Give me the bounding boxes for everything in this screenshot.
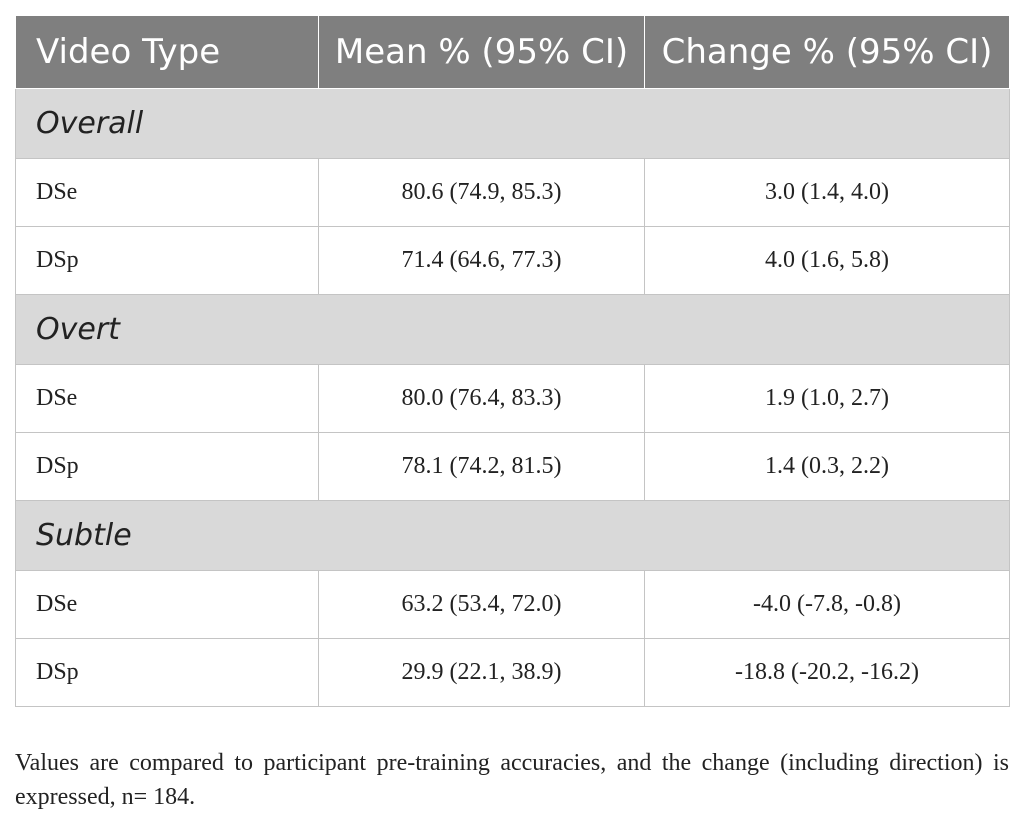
mean-cell: 71.4 (64.6, 77.3)	[318, 226, 645, 295]
section-label: Subtle	[15, 500, 1010, 571]
table-row: DSp 29.9 (22.1, 38.9) -18.8 (-20.2, -16.…	[15, 638, 1010, 707]
mean-cell: 80.0 (76.4, 83.3)	[318, 364, 645, 433]
section-row-overt: Overt	[15, 294, 1010, 365]
header-video-type: Video Type	[15, 15, 319, 89]
section-label: Overt	[15, 294, 1010, 365]
mean-cell: 63.2 (53.4, 72.0)	[318, 570, 645, 639]
video-type-cell: DSe	[15, 158, 319, 227]
header-row: Video Type Mean % (95% CI) Change % (95%…	[15, 15, 1010, 89]
table-row: DSp 78.1 (74.2, 81.5) 1.4 (0.3, 2.2)	[15, 432, 1010, 501]
section-label: Overall	[15, 88, 1010, 159]
header-mean: Mean % (95% CI)	[318, 15, 645, 89]
change-cell: -18.8 (-20.2, -16.2)	[644, 638, 1010, 707]
results-table: Video Type Mean % (95% CI) Change % (95%…	[15, 15, 1010, 707]
mean-cell: 29.9 (22.1, 38.9)	[318, 638, 645, 707]
table-footnote: Values are compared to participant pre-t…	[15, 750, 1009, 810]
change-cell: 1.4 (0.3, 2.2)	[644, 432, 1010, 501]
section-row-overall: Overall	[15, 88, 1010, 159]
results-table-container: Video Type Mean % (95% CI) Change % (95%…	[15, 15, 1010, 707]
change-cell: 1.9 (1.0, 2.7)	[644, 364, 1010, 433]
mean-cell: 78.1 (74.2, 81.5)	[318, 432, 645, 501]
header-change: Change % (95% CI)	[644, 15, 1010, 89]
mean-cell: 80.6 (74.9, 85.3)	[318, 158, 645, 227]
video-type-cell: DSp	[15, 432, 319, 501]
table-row: DSe 63.2 (53.4, 72.0) -4.0 (-7.8, -0.8)	[15, 570, 1010, 639]
section-row-subtle: Subtle	[15, 500, 1010, 571]
video-type-cell: DSe	[15, 570, 319, 639]
change-cell: 3.0 (1.4, 4.0)	[644, 158, 1010, 227]
table-row: DSe 80.0 (76.4, 83.3) 1.9 (1.0, 2.7)	[15, 364, 1010, 433]
video-type-cell: DSp	[15, 638, 319, 707]
table-row: DSp 71.4 (64.6, 77.3) 4.0 (1.6, 5.8)	[15, 226, 1010, 295]
video-type-cell: DSe	[15, 364, 319, 433]
table-row: DSe 80.6 (74.9, 85.3) 3.0 (1.4, 4.0)	[15, 158, 1010, 227]
change-cell: -4.0 (-7.8, -0.8)	[644, 570, 1010, 639]
video-type-cell: DSp	[15, 226, 319, 295]
change-cell: 4.0 (1.6, 5.8)	[644, 226, 1010, 295]
